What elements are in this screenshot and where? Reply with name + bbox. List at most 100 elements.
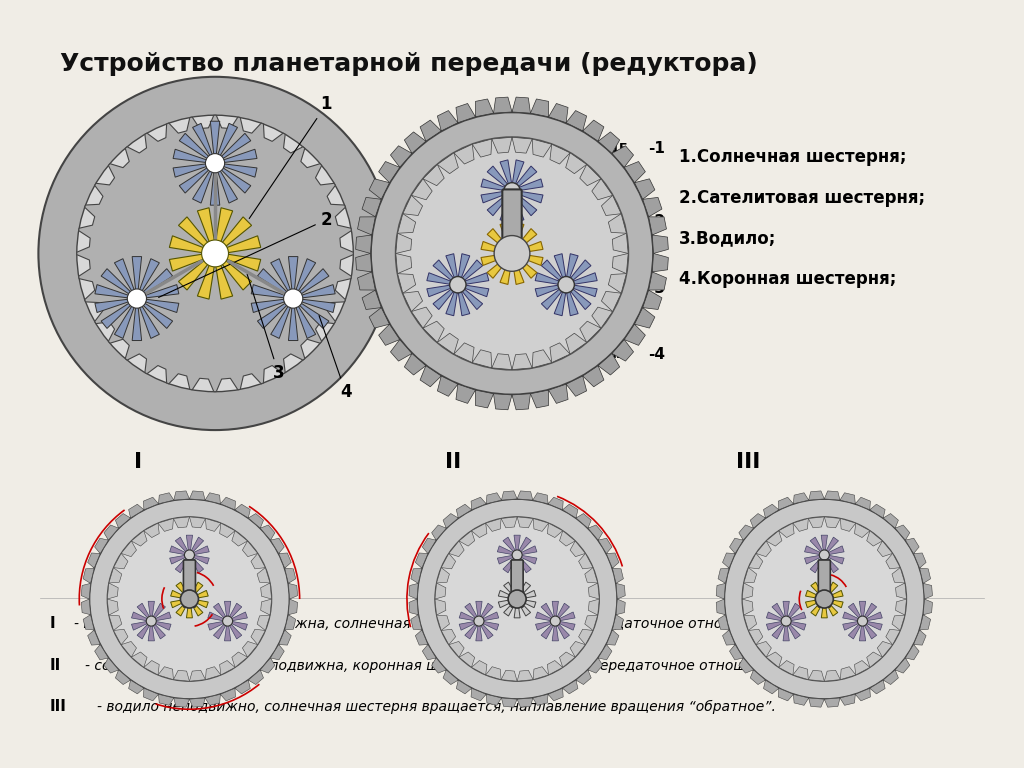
Polygon shape [416,553,428,568]
Polygon shape [892,568,905,583]
Polygon shape [114,554,128,569]
Polygon shape [471,497,486,510]
Polygon shape [397,214,416,233]
Polygon shape [494,394,512,410]
Polygon shape [77,115,353,392]
Polygon shape [261,583,271,599]
Polygon shape [260,658,274,673]
Polygon shape [536,601,575,641]
Polygon shape [896,599,906,615]
Polygon shape [648,272,667,290]
Polygon shape [420,120,441,141]
Polygon shape [580,164,601,186]
Polygon shape [114,629,128,644]
Polygon shape [437,111,458,131]
Polygon shape [532,694,548,705]
Polygon shape [778,688,794,701]
Circle shape [89,499,290,699]
Polygon shape [723,553,735,568]
Polygon shape [886,554,900,569]
Polygon shape [751,670,765,684]
Text: 1.Солнечная шестерня;: 1.Солнечная шестерня; [679,148,906,166]
Text: 4: 4 [319,316,351,402]
Polygon shape [159,694,174,705]
Polygon shape [550,343,570,362]
Polygon shape [454,343,474,362]
Polygon shape [270,538,285,554]
Polygon shape [739,525,754,540]
Polygon shape [743,568,757,583]
Polygon shape [612,614,624,630]
Polygon shape [432,525,446,540]
Polygon shape [534,667,549,680]
Polygon shape [409,599,418,614]
Polygon shape [585,615,598,631]
Polygon shape [764,680,779,694]
Polygon shape [502,698,517,707]
Polygon shape [443,670,458,684]
Polygon shape [764,505,779,518]
Polygon shape [501,670,517,681]
Polygon shape [219,660,236,675]
Polygon shape [435,583,445,599]
Polygon shape [411,614,422,630]
Polygon shape [913,630,926,645]
Polygon shape [423,321,444,343]
Polygon shape [517,670,534,681]
Polygon shape [220,497,236,510]
Polygon shape [583,120,604,141]
Circle shape [508,590,526,608]
Polygon shape [494,97,512,113]
Circle shape [474,616,484,626]
Text: III: III [735,452,760,472]
Polygon shape [379,324,399,346]
Polygon shape [824,698,840,707]
Polygon shape [158,667,173,680]
Polygon shape [397,273,416,293]
Polygon shape [808,670,824,681]
Polygon shape [129,505,144,518]
Circle shape [550,616,560,626]
Polygon shape [416,630,428,645]
Polygon shape [436,568,450,583]
Circle shape [180,590,199,608]
Polygon shape [131,601,171,641]
Polygon shape [88,630,100,645]
Polygon shape [896,583,906,599]
Polygon shape [559,531,575,546]
Polygon shape [108,583,118,599]
Polygon shape [913,553,926,568]
Polygon shape [189,491,205,500]
Polygon shape [884,670,898,684]
Polygon shape [608,273,627,293]
Polygon shape [612,568,624,584]
Circle shape [371,112,653,395]
Text: I: I [50,616,55,631]
Polygon shape [924,584,933,599]
Polygon shape [579,554,593,569]
Circle shape [742,517,906,681]
Polygon shape [369,179,389,199]
Polygon shape [766,601,806,641]
Polygon shape [565,153,587,174]
Polygon shape [362,290,381,310]
Polygon shape [471,660,487,675]
Polygon shape [219,523,236,538]
Polygon shape [205,493,220,504]
Polygon shape [492,354,512,369]
Polygon shape [131,531,147,546]
Polygon shape [456,384,475,403]
Polygon shape [471,688,486,701]
Polygon shape [435,599,445,615]
Polygon shape [396,253,412,273]
Polygon shape [549,104,568,123]
Circle shape [202,240,228,267]
Polygon shape [854,660,870,675]
Polygon shape [170,535,209,574]
Circle shape [815,590,834,608]
Polygon shape [570,541,586,557]
Polygon shape [517,698,532,707]
Polygon shape [261,599,271,615]
Polygon shape [243,641,258,657]
Text: - коронная шестерня неподвижна, солнечная шестерня вращается, передаточное отнош: - коронная шестерня неподвижна, солнечна… [74,617,857,631]
